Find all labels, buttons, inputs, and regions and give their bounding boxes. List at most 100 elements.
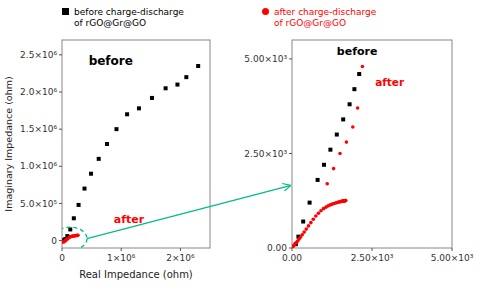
point	[304, 227, 308, 231]
legend-label: before charge-dischargeof rGO@Gr@GO	[74, 7, 184, 28]
annotation: after	[375, 76, 405, 88]
y-tick	[59, 129, 62, 130]
point	[114, 127, 118, 131]
legend-line: before charge-discharge	[74, 7, 184, 17]
annotation: before	[89, 54, 133, 68]
y-tick	[59, 92, 62, 93]
point	[68, 227, 72, 231]
legend-marker	[262, 8, 269, 15]
y-tick	[59, 203, 62, 204]
x-tick-label: 1×10⁶	[107, 253, 136, 263]
point	[352, 87, 356, 91]
x-tick	[180, 248, 181, 251]
x-tick	[452, 248, 453, 251]
y-tick-label: 1.5×10⁶	[20, 124, 57, 134]
x-tick-label: 2.50×10³	[351, 253, 394, 263]
x-tick	[62, 248, 63, 251]
point	[332, 167, 336, 171]
point	[348, 102, 352, 106]
series-2	[325, 65, 364, 186]
y-tick	[289, 248, 292, 249]
y-tick-label: 5.00×10³	[244, 54, 287, 64]
plot-0: 0 1×10⁶ 2×10⁶ 0 5.0×10⁵ 1.0×10⁶ 1.5×10⁶ 2.0×10⁶…	[3, 40, 210, 280]
series-0	[62, 64, 200, 242]
point	[164, 86, 168, 90]
annotation: before	[337, 45, 378, 58]
x-tick	[372, 248, 373, 251]
plot-frame	[62, 40, 210, 248]
y-tick-label: 2.5×10⁶	[20, 50, 57, 60]
point	[72, 216, 76, 220]
point	[76, 233, 80, 237]
y-tick-label: 5.0×10⁵	[20, 199, 57, 209]
y-tick-label: 2.50×10³	[244, 149, 287, 159]
y-tick-label: 2.0×10⁶	[20, 87, 57, 97]
point	[316, 178, 320, 182]
zoom-arrow	[87, 186, 290, 239]
y-tick-label: 1.0×10⁶	[20, 161, 57, 171]
point	[77, 203, 81, 207]
point	[343, 199, 347, 203]
y-axis-label: Imaginary Impedance (ohm)	[3, 76, 14, 211]
point	[105, 142, 109, 146]
point	[150, 96, 154, 100]
data-layer	[292, 65, 364, 248]
y-tick	[59, 166, 62, 167]
point	[322, 163, 326, 167]
point	[351, 125, 355, 129]
point	[344, 199, 348, 203]
point	[345, 140, 349, 144]
point	[82, 187, 86, 191]
y-tick-label: 0.00	[267, 243, 287, 253]
point	[302, 230, 306, 234]
series-1	[62, 233, 80, 243]
point	[184, 75, 188, 79]
y-tick-label: 0	[51, 236, 57, 246]
point	[196, 64, 200, 68]
point	[137, 106, 141, 110]
point	[335, 133, 339, 137]
plot-1: 0.00 2.50×10³ 5.00×10³ 0.00 2.50×10³ 5.00×10³…	[244, 40, 473, 263]
legend-marker	[62, 8, 69, 15]
legend-label: after charge-dischargeof rGO@Gr@GO	[274, 7, 377, 28]
point	[175, 83, 179, 87]
x-tick	[121, 248, 122, 251]
y-tick	[289, 58, 292, 59]
point	[307, 224, 311, 228]
point	[89, 172, 93, 176]
point	[309, 221, 313, 225]
point	[311, 217, 315, 221]
y-tick	[289, 153, 292, 154]
series-1	[292, 199, 348, 248]
point	[338, 152, 342, 156]
point	[314, 214, 318, 218]
point	[325, 182, 329, 186]
point	[76, 234, 80, 238]
x-tick-label: 0.00	[282, 253, 302, 263]
point	[328, 148, 332, 152]
x-tick-label: 0	[59, 253, 65, 263]
point	[125, 112, 129, 116]
point	[357, 72, 361, 76]
highlight-ellipse	[62, 227, 87, 248]
point	[97, 157, 101, 161]
chart-canvas: 0 1×10⁶ 2×10⁶ 0 5.0×10⁵ 1.0×10⁶ 1.5×10⁶ 2.0×10⁶…	[0, 0, 488, 293]
annotation: after	[114, 213, 145, 226]
point	[308, 201, 312, 205]
x-tick-label: 5.00×10³	[431, 253, 474, 263]
legend-line: of rGO@Gr@GO	[74, 18, 146, 28]
legend-line: of rGO@Gr@GO	[274, 18, 346, 28]
point	[344, 199, 348, 203]
point	[301, 220, 305, 224]
legend: before charge-dischargeof rGO@Gr@GOafter…	[62, 7, 377, 28]
y-tick	[59, 54, 62, 55]
series-0	[294, 72, 361, 246]
plot-frame	[292, 40, 452, 248]
data-layer	[62, 64, 200, 248]
x-tick-label: 2×10⁶	[166, 253, 195, 263]
legend-line: after charge-discharge	[274, 7, 377, 17]
point	[361, 65, 365, 69]
y-tick	[59, 240, 62, 241]
point	[356, 106, 360, 110]
x-axis-label: Real Impedance (ohm)	[79, 269, 193, 280]
